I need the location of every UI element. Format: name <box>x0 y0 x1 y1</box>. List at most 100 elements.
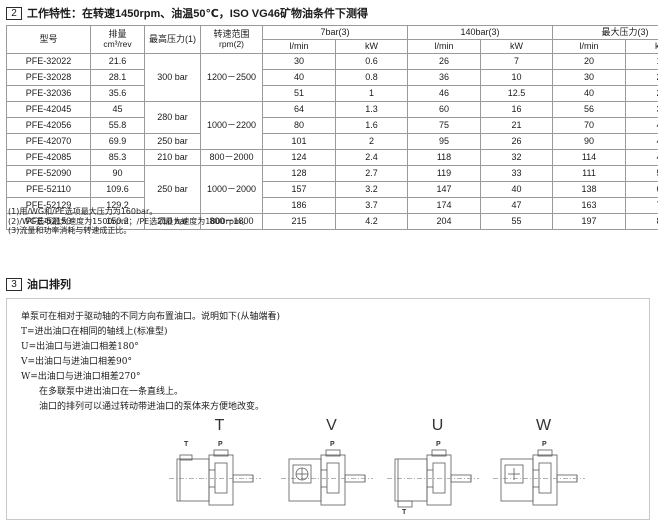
table-header-row-groups: 型号 排量 cm³/rev 最高压力(1) 转速范围 rpm(2) 7bar(3… <box>6 25 658 54</box>
cell-displacement: 21.6 <box>90 53 145 70</box>
cell-maxp-kw: 40 <box>625 117 658 134</box>
description-line-2: T=进出油口在相同的轴线上(标准型) <box>21 327 168 337</box>
cell-140bar-kw: 33 <box>480 165 554 182</box>
pump-body-drawing <box>169 449 261 506</box>
col-group-header-7bar: 7bar(3) <box>261 25 409 40</box>
table-header-row-units: l/min kW l/min kW l/min kW <box>7 39 658 54</box>
cell-140bar-lmin: 46 <box>407 85 482 102</box>
cell-speed-range: 1200－2500 <box>200 53 263 102</box>
cell-140bar-kw: 32 <box>480 149 554 166</box>
cell-7bar-kw: 0.8 <box>334 69 409 86</box>
col-header-140bar-lmin: l/min <box>407 39 482 54</box>
pump-variant-label-u: U <box>431 417 444 434</box>
cell-displacement: 90 <box>90 165 145 182</box>
pump-variant-label-w: W <box>535 417 552 434</box>
cell-maxp-lmin: 56 <box>552 101 627 118</box>
cell-maxp-kw: 78 <box>625 197 658 214</box>
description-line-5: W=出油口与进油口相差270° <box>21 372 141 382</box>
footnote-3: (3)流量和功率消耗与转速成正比。 <box>8 226 132 236</box>
cell-displacement: 109.6 <box>90 181 145 198</box>
cell-maxp-lmin: 40 <box>552 85 627 102</box>
footnote-1: (1)用/WG和/PE选项最大压力为160bar。 <box>8 207 158 216</box>
cell-displacement: 45 <box>90 101 145 118</box>
cell-140bar-kw: 10 <box>480 69 554 86</box>
cell-7bar-kw: 1.3 <box>334 101 409 118</box>
cell-7bar-kw: 4.2 <box>334 213 409 230</box>
section-3-number: 3 <box>6 277 22 291</box>
cell-model: PFE-52110 <box>6 181 91 198</box>
cell-displacement: 55.8 <box>90 117 145 134</box>
cell-140bar-lmin: 174 <box>407 197 482 214</box>
col-header-displacement: 排量 cm³/rev <box>90 25 145 54</box>
cell-7bar-kw: 2.7 <box>334 165 409 182</box>
cell-maxp-lmin: 30 <box>552 69 627 86</box>
col-header-140bar-kw: kW <box>480 39 554 54</box>
section-2-number: 2 <box>6 6 22 20</box>
cell-7bar-lmin: 80 <box>262 117 336 134</box>
cell-speed-range: 800－1800 <box>200 213 263 230</box>
pump-variant-label-t: T <box>214 417 225 434</box>
cell-maxp-lmin: 197 <box>552 213 627 230</box>
cell-max-pressure: 280 bar <box>144 101 201 134</box>
cell-maxp-kw: 80 <box>625 213 658 230</box>
cell-displacement: 28.1 <box>90 69 145 86</box>
cell-140bar-lmin: 204 <box>407 213 482 230</box>
cell-maxp-lmin: 138 <box>552 181 627 198</box>
cell-model: PFE-32022 <box>6 53 91 70</box>
cell-speed-range: 1000－2000 <box>200 165 263 214</box>
port-label-bottom: T <box>402 509 407 516</box>
description-line-4: V=出油口与进油口相差90° <box>21 357 132 367</box>
cell-140bar-lmin: 119 <box>407 165 482 182</box>
cell-speed-range: 800－2000 <box>200 149 263 166</box>
cell-maxp-lmin: 70 <box>552 117 627 134</box>
cell-7bar-lmin: 40 <box>262 69 336 86</box>
description-line-3: U=出油口与进油口相差180° <box>21 342 139 352</box>
table-row: PFE-52090 90 250 bar 1000－2000 128 2.7 119 33 11… <box>6 165 658 214</box>
col-group-header-max-pressure: 最大压力(3) <box>552 25 658 40</box>
cell-140bar-kw: 26 <box>480 133 554 150</box>
cell-140bar-kw: 40 <box>480 181 554 198</box>
cell-max-pressure: 210 bar <box>144 213 201 230</box>
section-2-title: 工作特性：在转速1450rpm、油温50℃，ISO VG46矿物油条件下测得 <box>27 8 368 20</box>
port-label-top-right: P <box>436 441 441 448</box>
footnote-2: (2)/WG选项最大速度为1500rpm；/PE选项最大速度为1800rpm。 <box>8 216 250 226</box>
cell-140bar-lmin: 60 <box>407 101 482 118</box>
cell-maxp-kw: 66 <box>625 181 658 198</box>
cell-maxp-lmin: 163 <box>552 197 627 214</box>
cell-7bar-kw: 3.2 <box>334 181 409 198</box>
section-operating-characteristics: 2 工作特性：在转速1450rpm、油温50℃，ISO VG46矿物油条件下测得… <box>6 5 658 230</box>
cell-7bar-lmin: 157 <box>262 181 336 198</box>
pump-body-drawing <box>493 449 585 506</box>
col-header-7bar-lmin: l/min <box>262 39 336 54</box>
cell-max-pressure: 210 bar <box>144 149 201 166</box>
cell-7bar-kw: 1.6 <box>334 117 409 134</box>
port-label-top-right: P <box>330 441 335 448</box>
cell-140bar-kw: 12.5 <box>480 85 554 102</box>
cell-7bar-lmin: 64 <box>262 101 336 118</box>
section-port-arrangement: 3 油口排列 单泵可在相对于驱动轴的不同方向布置油口。说明如下(从轴端看) T=进… <box>6 276 652 520</box>
table-row: PFE-42085 85.3 210 bar 800－2000 124 2.4 118 32 1… <box>6 149 658 166</box>
cell-140bar-kw: 47 <box>480 197 554 214</box>
cell-maxp-kw: 42 <box>625 133 658 150</box>
col-header-maxp-kw: kW <box>625 39 658 54</box>
cell-7bar-lmin: 30 <box>262 53 336 70</box>
pump-body-drawing <box>281 449 373 506</box>
footnotes: (1)用/WG和/PE选项最大压力为160bar。 (2)/WG选项最大速度为15… <box>8 207 250 236</box>
cell-max-pressure: 300 bar <box>144 53 201 102</box>
cell-model: PFE-52090 <box>6 165 91 182</box>
pump-variant-label-v: V <box>326 417 337 434</box>
cell-140bar-lmin: 147 <box>407 181 482 198</box>
cell-140bar-lmin: 26 <box>407 53 482 70</box>
table-head: 型号 排量 cm³/rev 最高压力(1) 转速范围 rpm(2) 7bar(3… <box>6 25 658 54</box>
cell-maxp-kw: 26 <box>625 85 658 102</box>
col-header-maxp-lmin: l/min <box>552 39 627 54</box>
cell-max-pressure: 250 bar <box>144 133 201 150</box>
